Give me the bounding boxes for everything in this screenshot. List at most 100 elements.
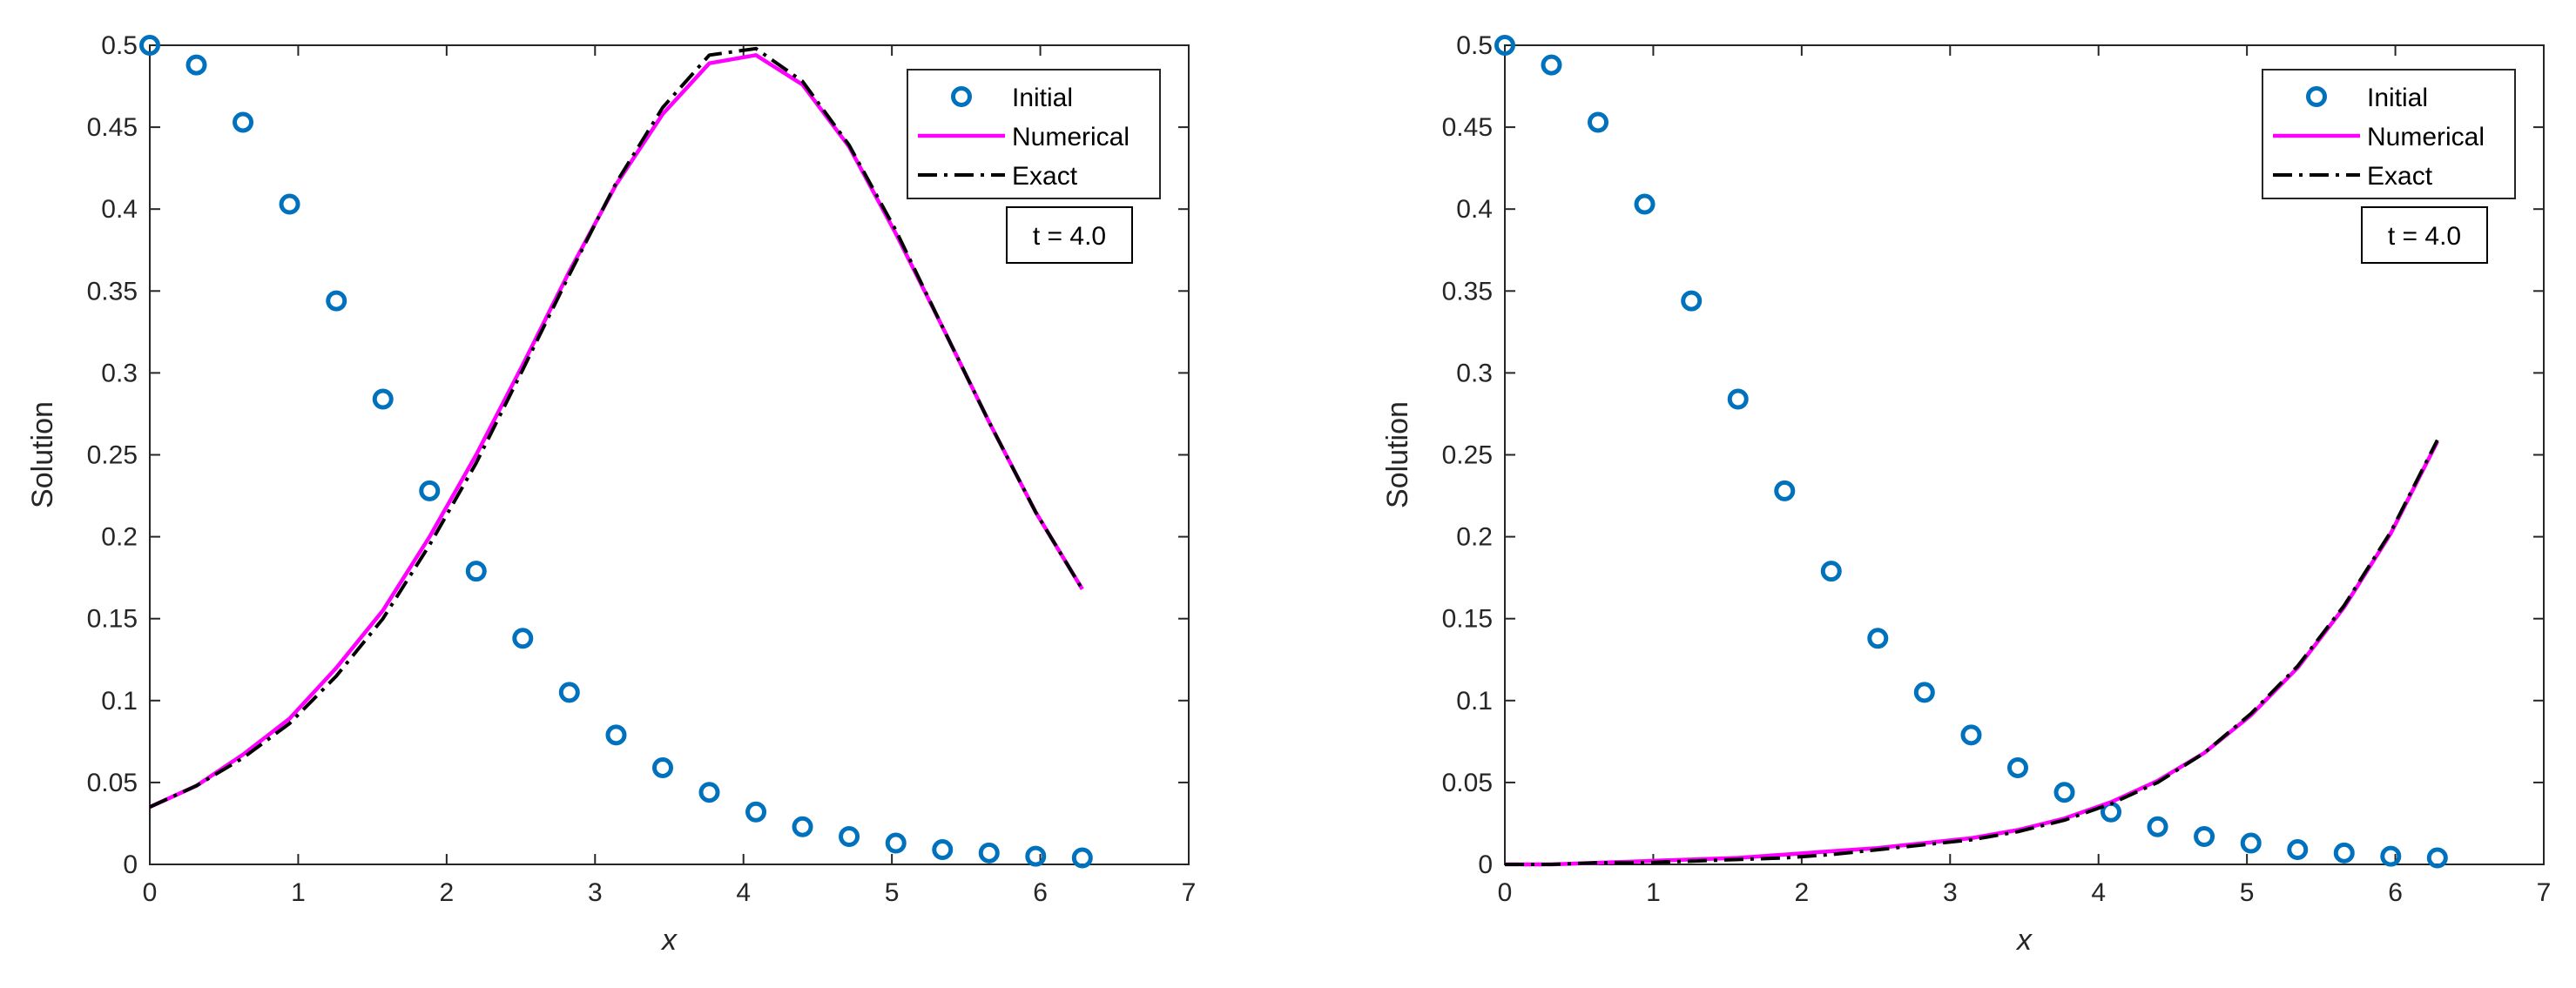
initial-marker [1541, 54, 1562, 76]
initial-marker [139, 35, 160, 56]
initial-marker [698, 782, 720, 803]
initial-marker [978, 842, 1000, 864]
exact-line [1505, 439, 2439, 866]
initial-marker [652, 756, 674, 778]
initial-marker [372, 388, 394, 410]
y-tick-label: 0.45 [1442, 113, 1493, 142]
initial-marker [1727, 388, 1749, 410]
initial-marker [1634, 193, 1656, 215]
legend-label: Exact [1012, 162, 1078, 191]
initial-marker [839, 826, 860, 848]
x-tick-label: 5 [2240, 878, 2255, 907]
exact-line [149, 46, 1084, 809]
x-tick-label: 4 [736, 878, 751, 907]
y-tick-label: 0.15 [1442, 605, 1493, 634]
x-tick-label: 7 [2537, 878, 2552, 907]
initial-marker [2053, 782, 2075, 803]
initial-marker [2147, 816, 2168, 837]
x-tick-label: 3 [1943, 878, 1958, 907]
x-tick-label: 2 [440, 878, 455, 907]
y-tick-label: 0.35 [87, 277, 138, 306]
legend-initial-marker [951, 86, 972, 107]
initial-marker [2007, 756, 2029, 778]
time-annotation-box [1006, 206, 1133, 264]
x-tick-label: 2 [1795, 878, 1810, 907]
y-tick-label: 0.15 [87, 605, 138, 634]
x-tick-label: 7 [1182, 878, 1197, 907]
y-tick-label: 0.2 [1456, 523, 1493, 552]
y-tick-label: 0 [123, 850, 138, 879]
legend-initial-marker [2306, 86, 2327, 107]
left-chart-panel: 0 1 2 3 4 5 6 7 0 0.05 0.1 0.15 0.2 0.25 0.3 0.35 0.4 0.4… [26, 31, 1196, 957]
legend-label: Numerical [1012, 123, 1130, 151]
initial-marker [419, 480, 441, 501]
y-tick-label: 0.25 [1442, 441, 1493, 470]
initial-marker [2426, 847, 2448, 869]
y-tick-label: 0.1 [1456, 687, 1493, 716]
time-annotation: t = 4.0 [2388, 222, 2461, 251]
initial-marker [792, 816, 813, 837]
right-chart-panel: 0 1 2 3 4 5 6 7 0 0.05 0.1 0.15 0.2 0.25 0.3 0.35 0.4 0.4… [1381, 31, 2551, 957]
initial-marker [2240, 832, 2262, 854]
y-tick-label: 0.2 [101, 523, 138, 552]
initial-marker [1681, 290, 1703, 312]
x-tick-label: 3 [588, 878, 603, 907]
initial-marker [2287, 839, 2309, 861]
initial-marker [1913, 682, 1935, 703]
y-tick-label: 0.05 [87, 769, 138, 797]
y-tick-label: 0.05 [1442, 769, 1493, 797]
y-tick-label: 0.1 [101, 687, 138, 716]
time-annotation: t = 4.0 [1033, 222, 1106, 251]
initial-marker [1588, 111, 1609, 133]
initial-marker [185, 54, 207, 76]
x-tick-label: 0 [1498, 878, 1513, 907]
initial-marker [932, 839, 954, 861]
initial-marker [1071, 847, 1093, 869]
y-tick-label: 0.45 [87, 113, 138, 142]
initial-marker [233, 111, 254, 133]
initial-marker [885, 832, 907, 854]
y-tick-label: 0.4 [1456, 195, 1493, 224]
y-tick-label: 0.25 [87, 441, 138, 470]
initial-marker [279, 193, 300, 215]
y-tick-label: 0.3 [101, 359, 138, 387]
initial-marker [1774, 480, 1796, 501]
y-tick-label: 0.35 [1442, 277, 1493, 306]
legend-label: Numerical [2367, 123, 2485, 151]
y-tick-label: 0.3 [1456, 359, 1493, 387]
initial-marker [512, 628, 534, 649]
y-tick-label: 0.4 [101, 195, 138, 224]
y-tick-label: 0.5 [1456, 31, 1493, 60]
x-tick-label: 4 [2091, 878, 2106, 907]
y-axis-label: Solution [1381, 401, 1414, 508]
x-tick-label: 1 [1646, 878, 1661, 907]
x-tick-label: 0 [143, 878, 158, 907]
initial-marker [1820, 561, 1842, 582]
initial-marker [1960, 724, 1982, 746]
time-annotation-box [2361, 206, 2488, 264]
initial-marker [745, 801, 767, 823]
x-tick-label: 6 [2388, 878, 2403, 907]
x-tick-label: 1 [291, 878, 306, 907]
y-axis-label: Solution [26, 401, 59, 508]
legend-label: Exact [2367, 162, 2433, 191]
legend-label: Initial [1012, 84, 1073, 112]
initial-marker [2333, 842, 2355, 864]
y-tick-label: 0 [1478, 850, 1493, 879]
initial-marker [605, 724, 627, 746]
initial-marker [1867, 628, 1889, 649]
x-axis-label: x [2015, 924, 2033, 957]
initial-marker [326, 290, 347, 312]
x-tick-label: 6 [1033, 878, 1048, 907]
initial-marker [1494, 35, 1515, 56]
initial-marker [2380, 845, 2402, 867]
initial-marker [1025, 845, 1047, 867]
x-axis-label: x [660, 924, 678, 957]
y-tick-label: 0.5 [101, 31, 138, 60]
initial-marker [2194, 826, 2215, 848]
initial-marker [558, 682, 580, 703]
legend-label: Initial [2367, 84, 2428, 112]
x-tick-label: 5 [885, 878, 900, 907]
initial-marker [465, 561, 487, 582]
